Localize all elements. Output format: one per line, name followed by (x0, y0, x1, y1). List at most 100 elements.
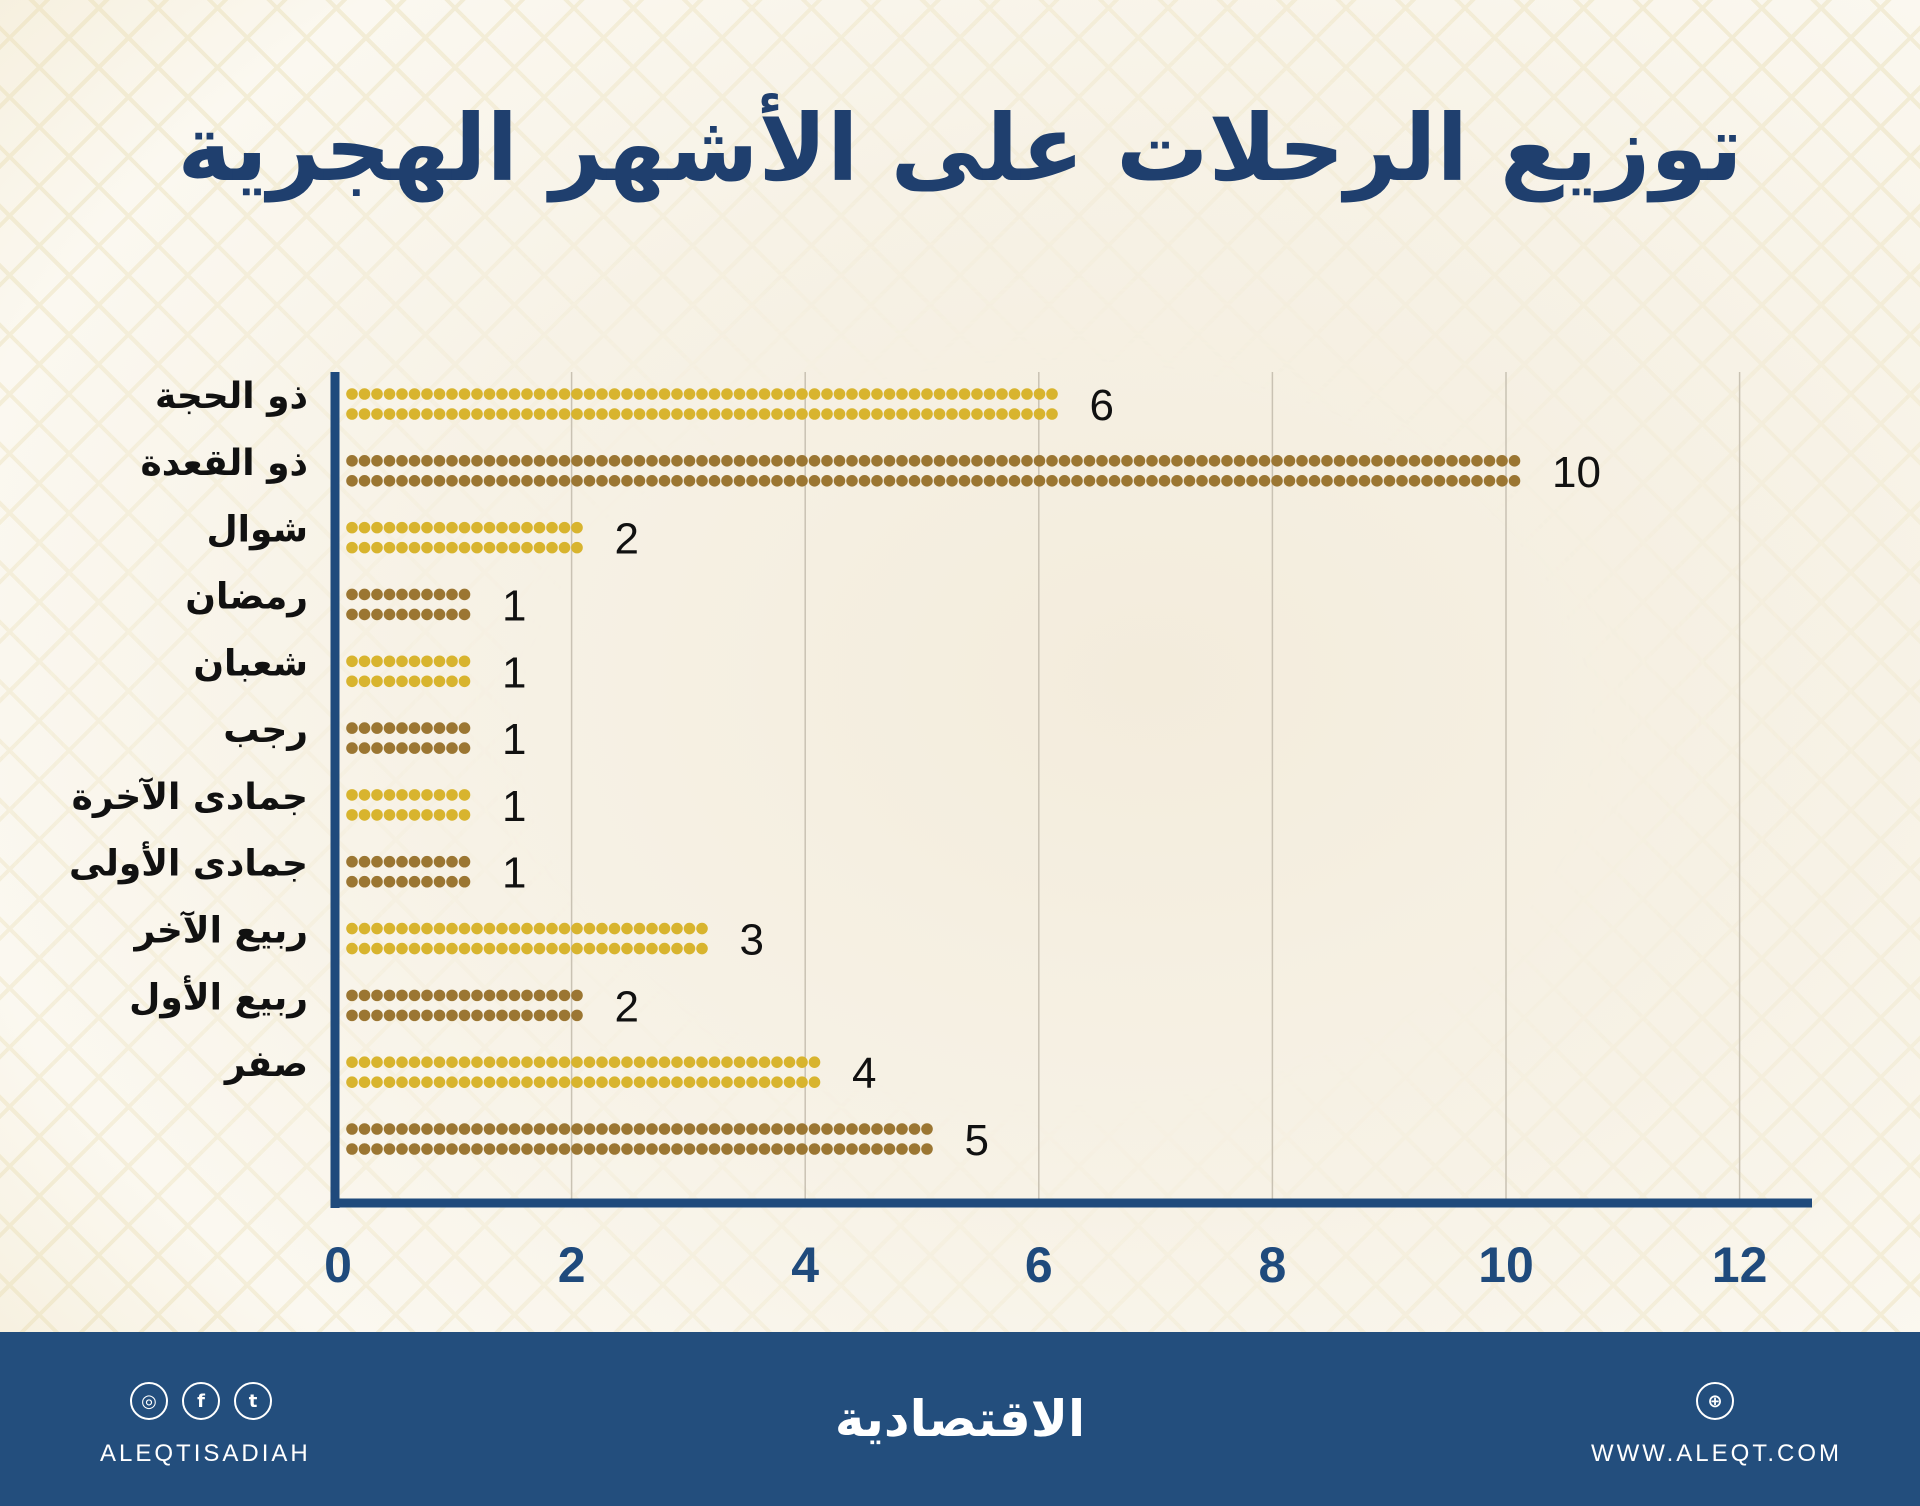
bar-dot (946, 388, 958, 400)
website-link[interactable]: WWW.ALEQT.COM (1591, 1440, 1842, 1467)
bar-dot (758, 408, 771, 420)
bar-dot (646, 922, 658, 935)
bar-dot (721, 388, 733, 400)
bar-dot (446, 942, 458, 955)
bar-dot (496, 455, 508, 467)
bar-dot (471, 521, 483, 534)
bar-dot (471, 1009, 483, 1022)
chart-title: توزيع الرحلات على الأشهر الهجرية (177, 95, 1743, 202)
bar-dot (421, 1009, 433, 1022)
bar-dot (358, 675, 371, 688)
bar-dot (496, 942, 508, 955)
bar-dot (871, 1123, 883, 1135)
bar-dot (808, 1076, 821, 1088)
bar-dot (546, 521, 558, 534)
bar-dot (396, 1076, 408, 1088)
bar-dot (1108, 455, 1121, 467)
bar-dot (783, 455, 796, 467)
bar-dot (508, 521, 521, 534)
bar-dot (546, 408, 558, 420)
bar-dot (458, 588, 471, 601)
bar-dot (1508, 455, 1521, 467)
bar-dot (571, 1056, 583, 1068)
bar-dot (833, 475, 846, 487)
data-label: 1 (502, 715, 526, 764)
bar-dot (796, 1056, 808, 1068)
bar-dot (808, 1056, 821, 1068)
bar-dot (421, 608, 433, 621)
bar-dot (371, 608, 383, 621)
bar-dot (1408, 475, 1421, 487)
bar-dot (458, 922, 471, 935)
facebook-icon[interactable]: f (182, 1382, 220, 1420)
instagram-icon[interactable]: ◎ (130, 1382, 168, 1420)
bar-dot (483, 1009, 496, 1022)
bar-dot (671, 388, 683, 400)
bar-dot (1321, 475, 1333, 487)
bar-dot (758, 1143, 771, 1155)
bar-dot (546, 475, 558, 487)
bar-dot (383, 521, 396, 534)
bar-dot (971, 408, 983, 420)
bar-dot (1371, 475, 1383, 487)
bar-dot (908, 388, 921, 400)
bar-dot (383, 875, 396, 888)
bar-dot (608, 455, 621, 467)
bar-dot (358, 655, 371, 668)
bar-dot (446, 1076, 458, 1088)
bar-dot (646, 1123, 658, 1135)
category-label: جمادى الآخرة (72, 776, 308, 818)
bar-dot (1383, 475, 1396, 487)
bar-dot (683, 1056, 696, 1068)
bar-dot (1271, 475, 1283, 487)
bar-dot (408, 655, 421, 668)
bar-dot (433, 1143, 446, 1155)
bar-dot (796, 455, 808, 467)
bar-dot (808, 1123, 821, 1135)
bar-dot (408, 942, 421, 955)
bar-dot (721, 408, 733, 420)
bar-dot (783, 1076, 796, 1088)
bar-dot (533, 541, 546, 554)
bar-dot (383, 675, 396, 688)
bar-dot (1446, 475, 1458, 487)
bar-dot (446, 608, 458, 621)
bar-dot (683, 1123, 696, 1135)
bar-dot (521, 942, 533, 955)
bar-dot (421, 855, 433, 868)
bar-dot (896, 455, 908, 467)
bar-dot (408, 588, 421, 601)
bar-dot (921, 475, 933, 487)
bar-dot (621, 942, 633, 955)
bar-dot (496, 1123, 508, 1135)
bar-dot (383, 809, 396, 821)
bar-dot (446, 475, 458, 487)
bar-dot (496, 1076, 508, 1088)
bar-dot (608, 922, 621, 935)
bar-dot (621, 388, 633, 400)
bar-dot (821, 408, 833, 420)
bar-dot (1096, 475, 1108, 487)
bar-dot (408, 1123, 421, 1135)
twitter-icon[interactable]: t (234, 1382, 272, 1420)
bar-dot (821, 1123, 833, 1135)
data-label: 1 (502, 849, 526, 898)
bar-dot (433, 475, 446, 487)
bar-dot (1133, 475, 1146, 487)
bar-dot (346, 1056, 358, 1068)
bar-dot (983, 455, 996, 467)
bar-dot (921, 455, 933, 467)
bar-dot (683, 922, 696, 935)
bar-dot (746, 1143, 758, 1155)
bar-dot (346, 1143, 358, 1155)
bar-dot (783, 388, 796, 400)
bar-dot (1133, 455, 1146, 467)
bar-dot (458, 875, 471, 888)
bar-dot (1146, 475, 1158, 487)
bar-dot (496, 989, 508, 1002)
bar-dot (446, 455, 458, 467)
bar-dot (508, 989, 521, 1002)
bar-dot (596, 1076, 608, 1088)
bar-dot (708, 455, 721, 467)
bar-dot (346, 1076, 358, 1088)
